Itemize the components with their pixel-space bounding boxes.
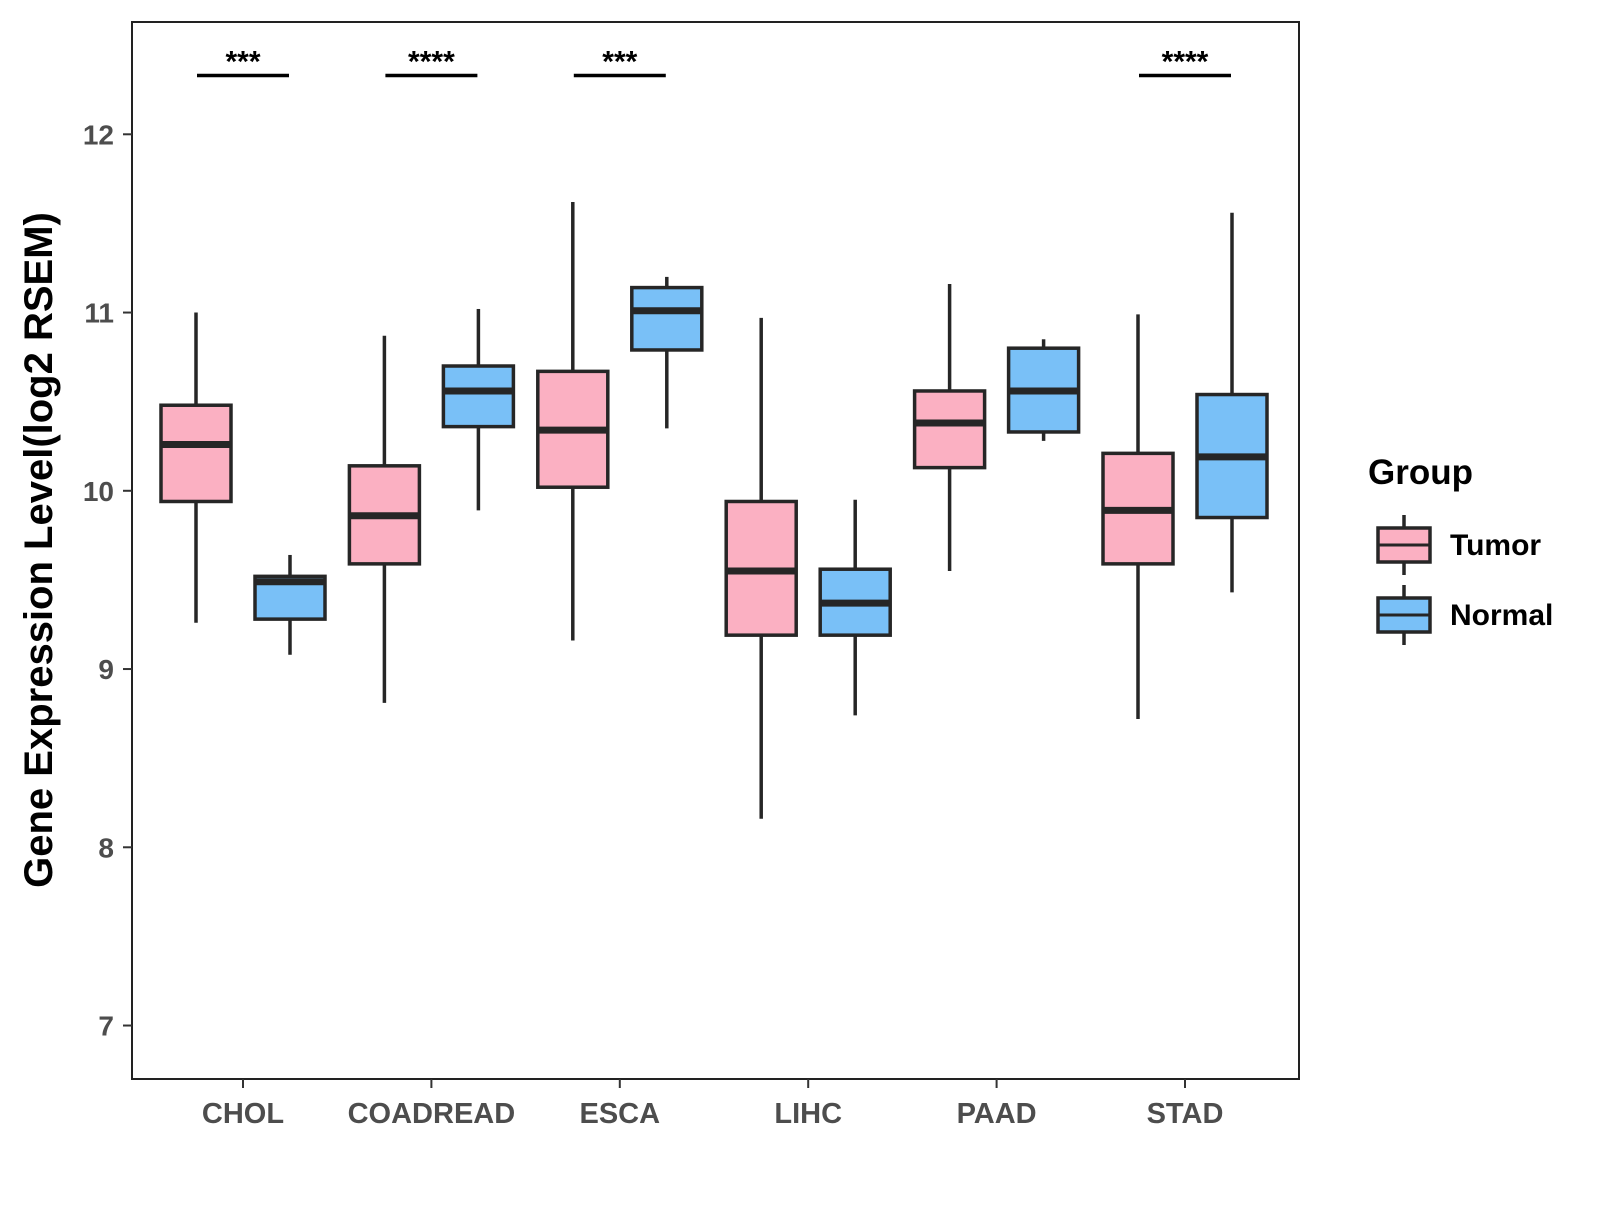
legend: Group Tumor Normal — [1368, 453, 1553, 645]
x-tick-label: PAAD — [957, 1098, 1037, 1130]
legend-title: Group — [1368, 453, 1473, 492]
significance-label: **** — [408, 45, 455, 78]
series-tumor — [159, 202, 1175, 819]
box-chol-normal — [253, 554, 327, 655]
box-stad-tumor — [1101, 314, 1175, 719]
x-tick-label: CHOL — [202, 1098, 284, 1130]
box-esca-tumor — [536, 202, 610, 641]
y-tick-label: 8 — [98, 832, 114, 863]
x-tick-label: LIHC — [774, 1098, 842, 1130]
box-paad-normal — [1006, 339, 1081, 441]
y-tick-label: 11 — [84, 298, 114, 329]
significance-label: *** — [602, 45, 637, 78]
y-axis: 7 8 9 10 11 12 — [83, 119, 132, 1042]
box-coadread-normal — [441, 308, 516, 511]
y-tick-label: 12 — [83, 119, 114, 150]
box-series — [159, 202, 1269, 819]
legend-item-normal: Normal — [1376, 585, 1553, 645]
significance-annotations: *** **** *** **** — [197, 45, 1231, 78]
significance-label: *** — [225, 45, 260, 78]
box-iqr — [159, 403, 233, 504]
box-stad-normal — [1195, 212, 1269, 593]
box-iqr — [912, 389, 987, 470]
series-normal — [253, 212, 1269, 716]
x-axis: CHOL COADREAD ESCA LIHC PAAD STAD — [202, 1079, 1223, 1130]
box-iqr — [441, 364, 516, 429]
box-lihc-tumor — [724, 317, 798, 819]
legend-item-tumor: Tumor — [1376, 515, 1541, 575]
y-axis-label: Gene Expression Level(log2 RSEM) — [17, 212, 61, 888]
x-tick-label: ESCA — [580, 1098, 661, 1130]
box-paad-tumor — [912, 284, 987, 571]
box-iqr — [630, 285, 704, 352]
x-tick-label: COADREAD — [348, 1098, 516, 1130]
y-tick-label: 10 — [83, 476, 114, 507]
y-tick-label: 9 — [98, 654, 114, 685]
legend-label: Tumor — [1450, 529, 1541, 562]
x-tick-label: STAD — [1147, 1098, 1224, 1130]
box-chol-tumor — [159, 312, 233, 623]
box-esca-normal — [630, 276, 704, 429]
box-lihc-normal — [818, 499, 892, 716]
box-coadread-tumor — [347, 335, 422, 703]
legend-label: Normal — [1450, 599, 1553, 632]
significance-label: **** — [1162, 45, 1209, 78]
y-tick-label: 7 — [98, 1011, 114, 1042]
